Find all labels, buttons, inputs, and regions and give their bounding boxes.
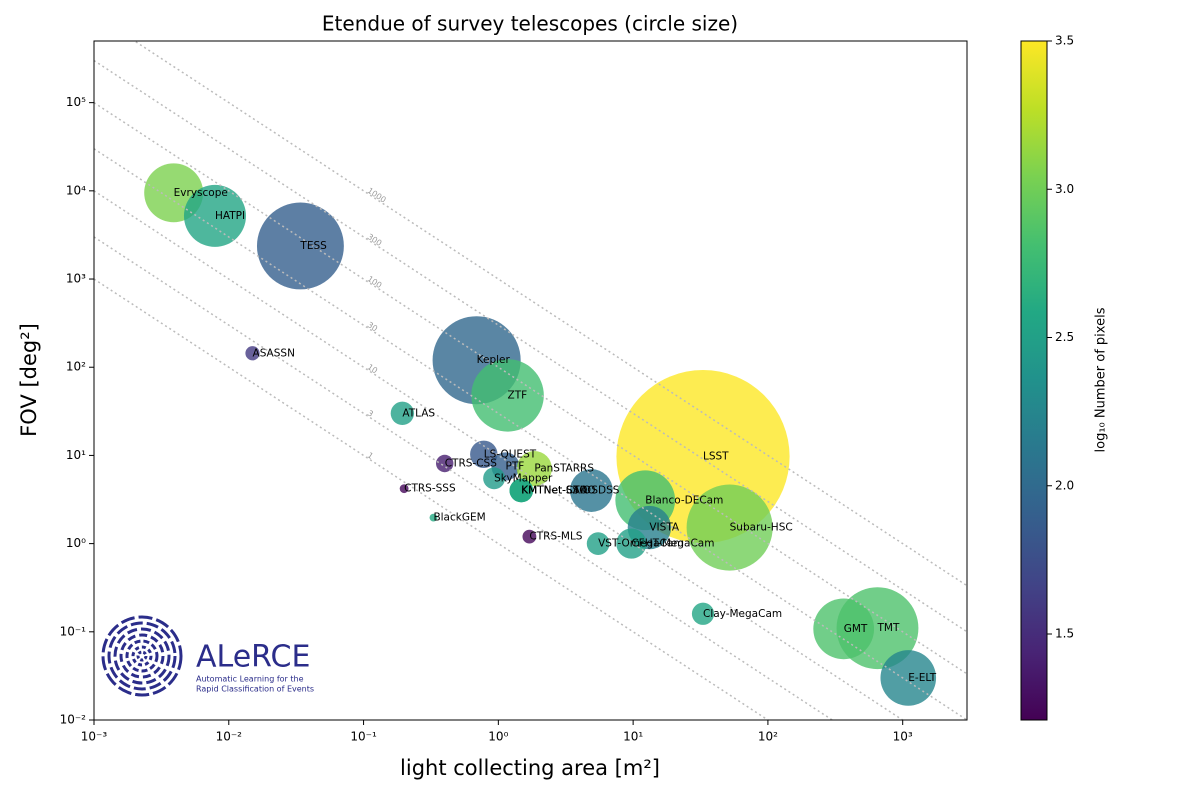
bubble xyxy=(435,454,454,473)
point-label: SDSS xyxy=(591,485,619,497)
bubble xyxy=(429,513,438,522)
point-label: Kepler xyxy=(477,354,511,366)
etendue-line xyxy=(94,278,770,720)
bubble xyxy=(522,529,537,544)
etendue-line xyxy=(94,190,905,720)
bubble xyxy=(616,528,647,559)
point-label: Subaru-HSC xyxy=(730,522,793,534)
y-tick-label: 10⁵ xyxy=(66,95,86,109)
etendue-line xyxy=(94,102,967,675)
point-labels: Evryscope HATPI TESS ASASSN Kepler ZTF ATLAS LS… xyxy=(174,187,937,684)
etendue-line xyxy=(94,236,834,720)
point-label: ZTF xyxy=(508,389,528,401)
colorbar-tick-label: 3.0 xyxy=(1055,182,1074,196)
y-tick-label: 10⁴ xyxy=(66,183,86,197)
etendue-label: 1 xyxy=(366,451,375,461)
bubble xyxy=(390,401,415,426)
colorbar-label: log₁₀ Number of pixels xyxy=(1094,307,1109,452)
colorbar-tick-label: 1.5 xyxy=(1055,627,1074,641)
y-tick-label: 10³ xyxy=(66,272,86,286)
point-label: TMT xyxy=(876,622,899,634)
point-label: PTF xyxy=(506,460,525,472)
colorbar-tick-label: 2.5 xyxy=(1055,330,1074,344)
etendue-line xyxy=(94,59,967,633)
y-tick-label: 10⁰ xyxy=(66,536,86,550)
point-label: VISTA xyxy=(649,522,680,534)
etendue-label: 300 xyxy=(366,232,384,248)
point-label: LSST xyxy=(703,451,729,463)
etendue-label: 100 xyxy=(366,274,384,290)
point-label: HATPI xyxy=(215,210,245,222)
bubble xyxy=(686,484,773,571)
y-tick-label: 10⁻² xyxy=(60,713,87,727)
point-label: KMTNet-SSO xyxy=(521,485,587,497)
point-label: VST-OmegaCam xyxy=(598,538,683,550)
colorbar-tick-label: 2.0 xyxy=(1055,478,1074,492)
point-label: Evryscope xyxy=(174,187,228,199)
etendue-label: 10 xyxy=(366,362,379,375)
bubble xyxy=(183,184,247,247)
bubble xyxy=(509,478,534,503)
bubble xyxy=(586,532,610,555)
x-tick-label: 10³ xyxy=(893,730,913,744)
x-axis-label: light collecting area [m²] xyxy=(400,756,660,780)
point-label: LS-QUEST xyxy=(484,448,537,460)
y-axis-label: FOV [deg²] xyxy=(17,323,41,437)
point-label: E-ELT xyxy=(908,672,936,684)
etendue-line xyxy=(94,148,967,720)
point-label: CFHT-MegaCam xyxy=(631,538,714,550)
point-label: CTRS-MLS xyxy=(529,531,582,543)
bubble xyxy=(691,602,715,625)
x-tick-label: 10⁻¹ xyxy=(350,730,377,744)
point-label: SkyMapper xyxy=(494,472,553,484)
point-label: ASASSN xyxy=(253,347,295,359)
plot-frame xyxy=(93,40,968,721)
logo-tagline: Automatic Learning for the xyxy=(196,675,304,684)
x-tick-label: 10⁻² xyxy=(216,730,243,744)
point-label: CTRS-CSS xyxy=(445,457,497,469)
chart-title: Etendue of survey telescopes (circle siz… xyxy=(322,12,738,36)
logo-name: ALeRCE xyxy=(196,640,310,675)
point-label: GMT xyxy=(844,623,868,635)
logo: ALeRCE Automatic Learning for the Rapid … xyxy=(101,615,314,697)
bubble xyxy=(516,450,552,487)
bubble xyxy=(470,440,498,469)
y-tick-label: 10⁻¹ xyxy=(60,624,87,638)
x-tick-label: 10¹ xyxy=(623,730,643,744)
point-label: KMTNet-SAAO xyxy=(521,485,595,497)
bubble xyxy=(880,650,937,706)
bubble xyxy=(569,469,613,512)
point-label: Blanco-DECam xyxy=(645,494,723,506)
colorbar-tick-label: 3.5 xyxy=(1055,34,1074,48)
x-tick-label: 10⁻³ xyxy=(81,730,108,744)
etendue-label: 3 xyxy=(366,409,375,419)
x-tick-label: 10⁰ xyxy=(488,730,508,744)
bubble xyxy=(471,359,544,432)
logo-tagline: Rapid Classification of Events xyxy=(196,685,314,694)
point-label: Clay-MegaCam xyxy=(703,608,782,620)
y-tick-label: 10¹ xyxy=(66,448,86,462)
etendue-label: 30 xyxy=(366,320,379,333)
bubble xyxy=(399,484,409,494)
point-label: ATLAS xyxy=(402,407,435,419)
bubble xyxy=(245,346,260,361)
y-tick-label: 10² xyxy=(66,360,86,374)
point-label: BlackGEM xyxy=(433,512,485,524)
colorbar xyxy=(1020,40,1048,721)
point-label: CTRS-SSS xyxy=(404,483,456,495)
x-tick-label: 10² xyxy=(758,730,778,744)
point-label: PanSTARRS xyxy=(534,463,594,475)
etendue-line xyxy=(133,41,967,587)
bubble xyxy=(836,587,919,670)
etendue-label: 1000 xyxy=(366,186,388,205)
point-label: TESS xyxy=(299,240,327,252)
plot-area xyxy=(94,41,967,720)
point-label: KMTNet-CTIO xyxy=(521,485,591,497)
bubble xyxy=(483,467,506,490)
